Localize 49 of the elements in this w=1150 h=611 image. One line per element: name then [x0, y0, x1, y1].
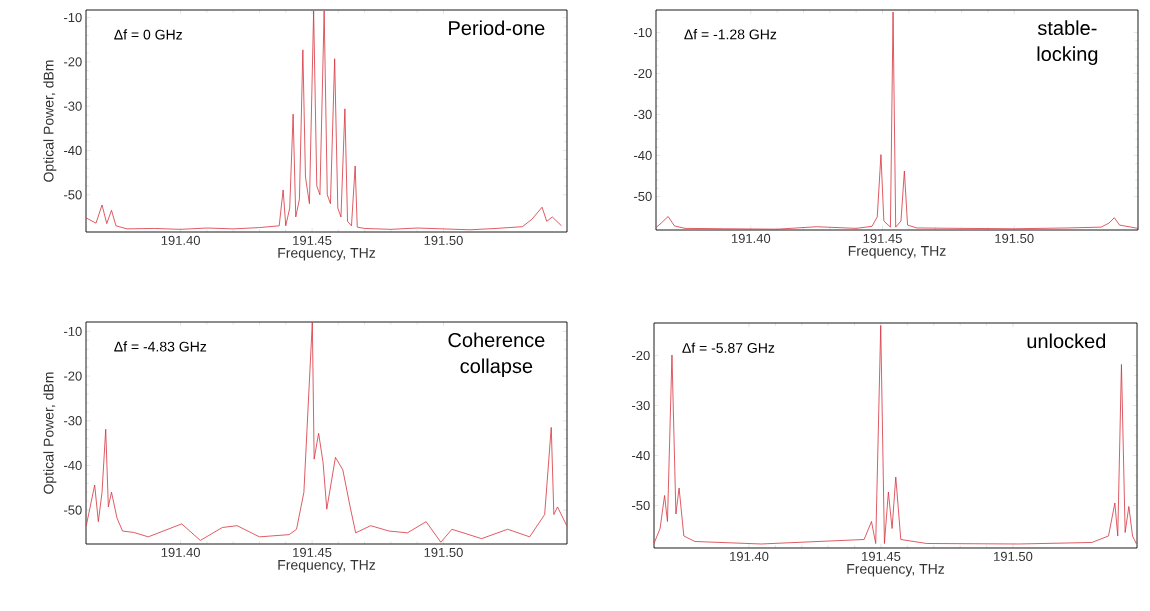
y-tick-label: -30: [634, 109, 652, 120]
line-series: [86, 10, 562, 231]
x-tick-label: 191.45: [293, 547, 332, 557]
y-tick-label: -10: [64, 12, 82, 23]
y-axis-title: Optical Power, dBm: [43, 60, 57, 182]
y-tick-label: -40: [64, 460, 82, 470]
y-tick-label: -30: [64, 416, 82, 426]
y-tick-label: -50: [632, 500, 650, 511]
x-axis-title: Frequency, THz: [278, 248, 376, 261]
x-tick-label: 191.45: [863, 233, 902, 243]
line-series: [86, 322, 568, 543]
y-tick-label: -50: [64, 505, 82, 515]
y-tick-label: -20: [64, 57, 82, 67]
x-tick-label: 191.50: [424, 547, 463, 557]
annotation: Δf = -4.83 GHz: [114, 341, 207, 352]
line-series: [656, 11, 1139, 230]
y-axis-title: Optical Power, dBm: [43, 372, 57, 494]
y-tick-label: -30: [632, 400, 650, 411]
x-axis-title: Frequency, THz: [847, 564, 945, 577]
y-tick-label: -40: [632, 450, 650, 461]
x-tick-label: 191.50: [995, 233, 1034, 243]
annotation: Δf = -1.28 GHz: [684, 29, 777, 40]
line-series: [654, 325, 1137, 545]
y-tick-label: -20: [634, 68, 652, 79]
annotation: unlocked: [1027, 333, 1106, 349]
annotation: Coherence collapse: [448, 332, 545, 378]
x-tick-label: 191.40: [161, 235, 200, 245]
y-tick-label: -20: [64, 371, 82, 381]
x-tick-label: 191.45: [293, 235, 332, 245]
x-axis-title: Frequency, THz: [278, 560, 376, 573]
y-tick-label: -30: [64, 101, 82, 111]
x-tick-label: 191.40: [161, 547, 200, 557]
y-tick-label: -10: [634, 27, 652, 38]
annotation: stable-locking: [1037, 20, 1098, 66]
x-tick-label: 191.40: [731, 233, 771, 243]
annotation: Δf = -5.87 GHz: [682, 342, 775, 353]
annotation: Period-one: [449, 20, 545, 36]
y-tick-label: -50: [64, 190, 82, 200]
y-tick-label: -40: [634, 150, 652, 161]
x-axis-title: Frequency, THz: [848, 246, 946, 259]
y-tick-label: -40: [64, 145, 82, 156]
y-tick-label: -50: [634, 191, 652, 202]
x-tick-label: 191.45: [862, 551, 901, 561]
x-tick-label: 191.50: [424, 235, 463, 245]
x-tick-label: 191.40: [730, 551, 769, 561]
y-tick-label: -20: [632, 350, 650, 361]
y-tick-label: -10: [64, 326, 82, 336]
annotation: Δf = 0 GHz: [114, 29, 182, 40]
x-tick-label: 191.50: [994, 551, 1033, 561]
